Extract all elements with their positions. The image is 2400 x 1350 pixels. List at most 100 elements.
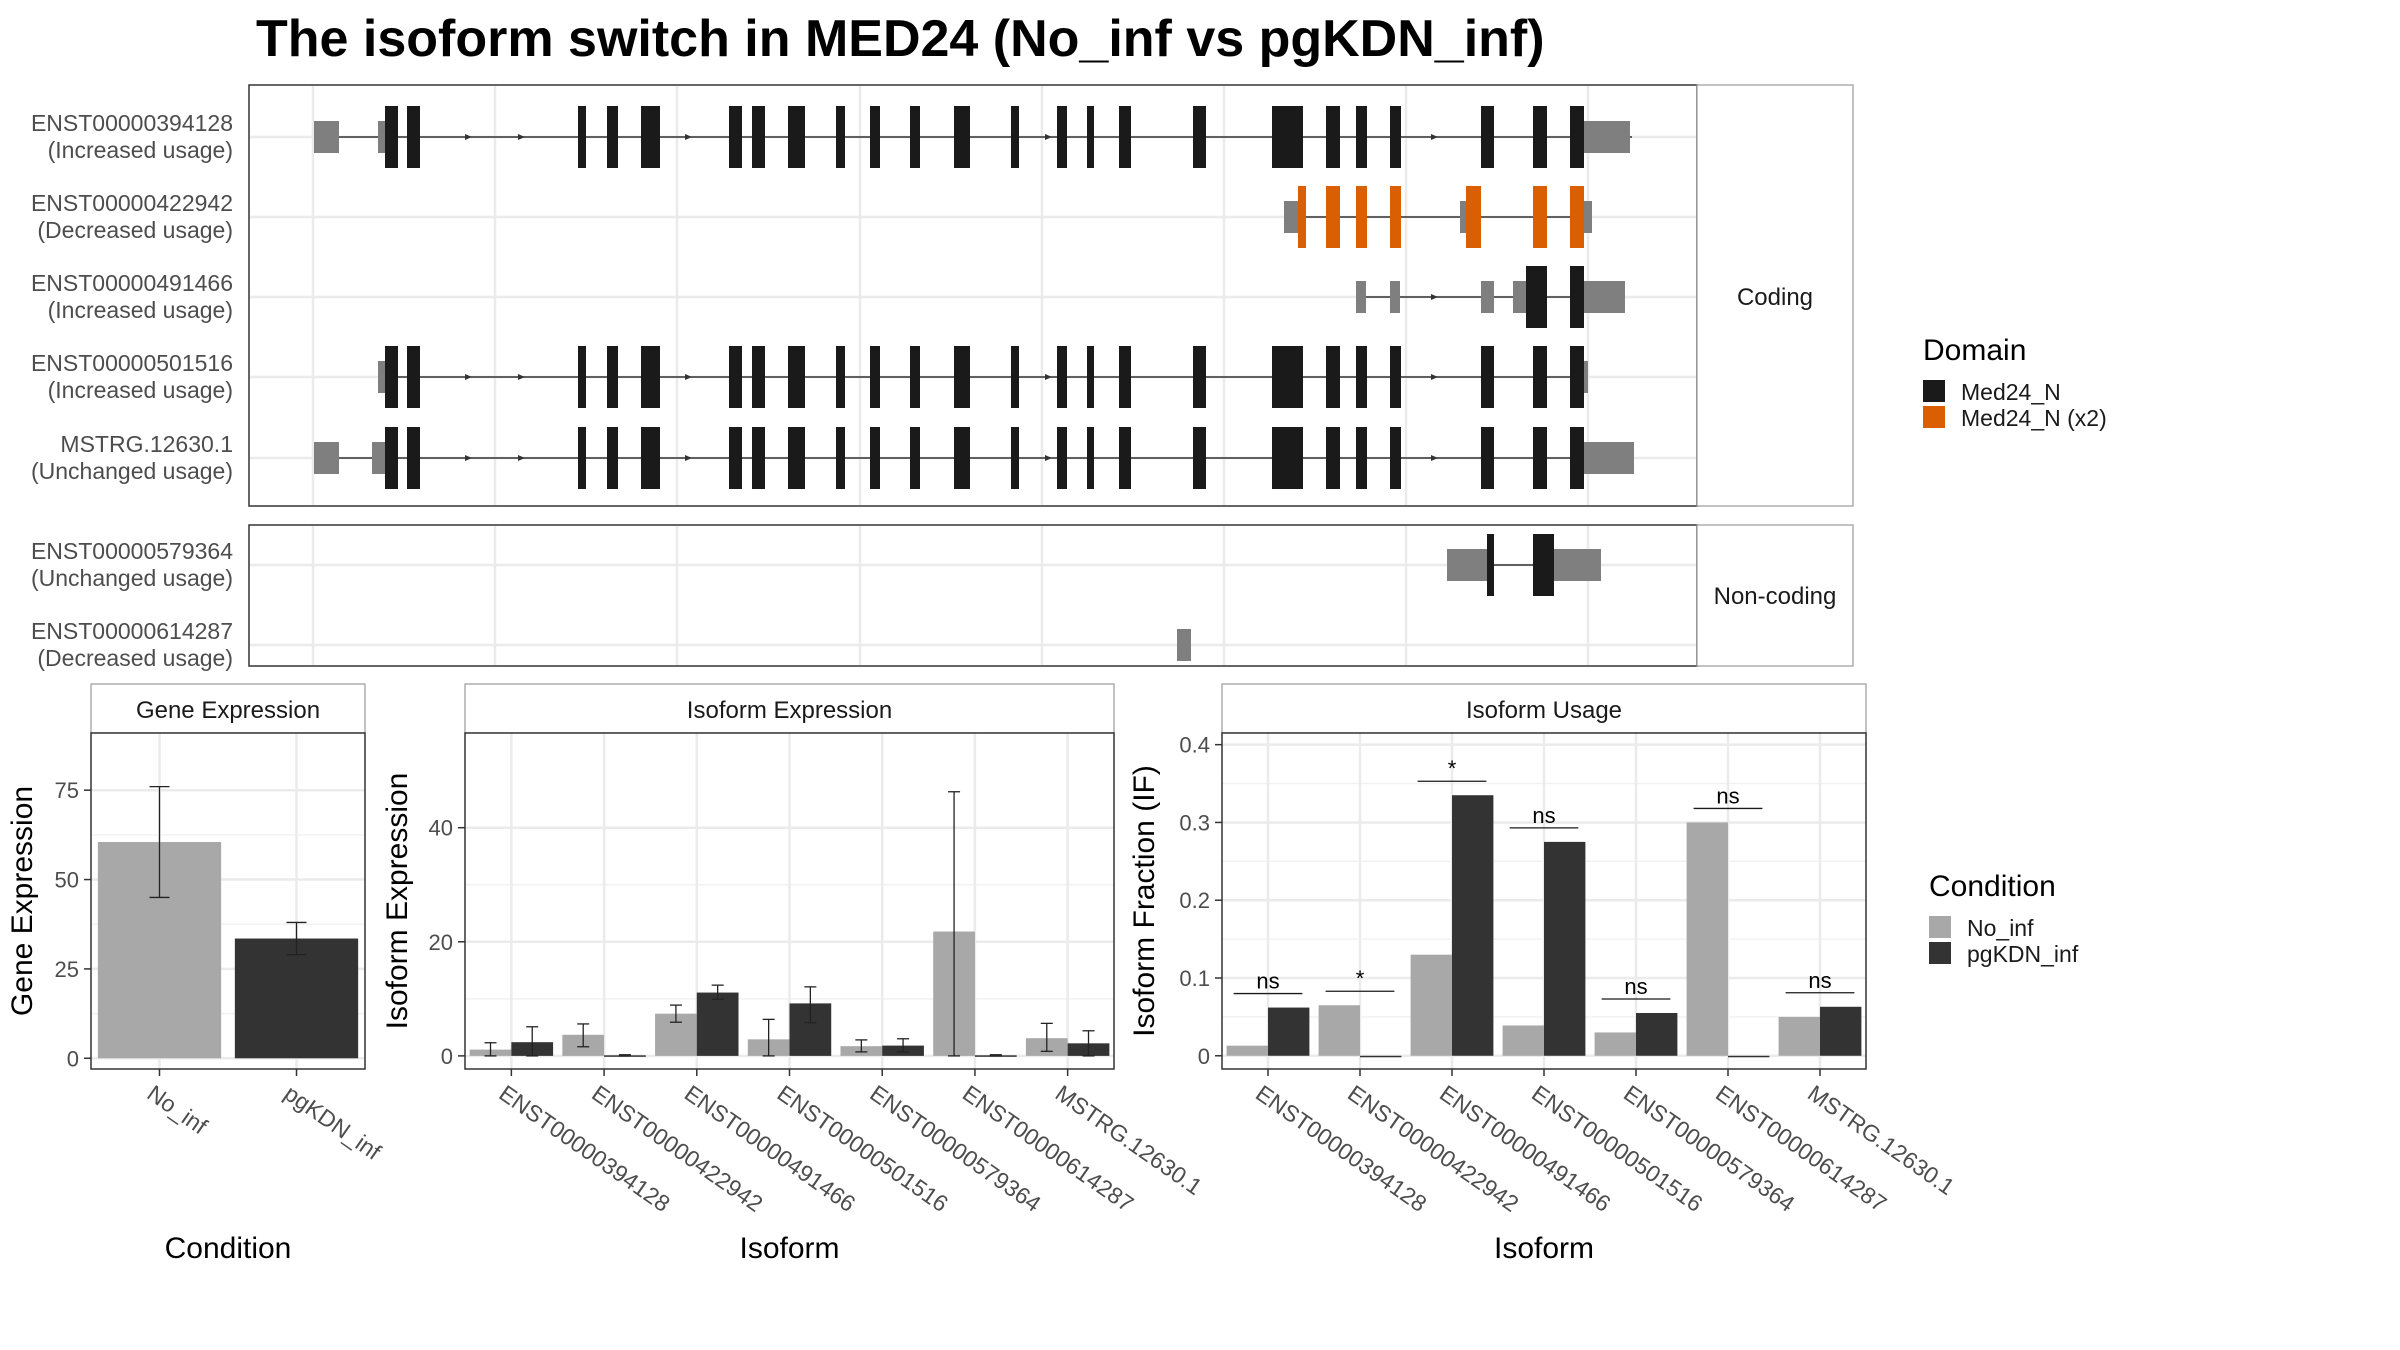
- exon-block: [1011, 106, 1019, 168]
- exon-block: [1570, 427, 1584, 489]
- isoform-status-label: (Unchanged usage): [31, 458, 233, 484]
- utr-block: [372, 442, 385, 474]
- transcript-track: [1284, 186, 1592, 248]
- domain-legend-title: Domain: [1923, 334, 2026, 367]
- utr-block: [1447, 549, 1487, 581]
- isoform-id-label: ENST00000614287: [31, 618, 233, 644]
- x-axis-title: Isoform: [739, 1232, 839, 1265]
- y-tick-label: 0.2: [1179, 888, 1210, 913]
- exon-block: [1326, 346, 1340, 408]
- isoform-status-label: (Increased usage): [48, 297, 233, 323]
- exon-block: [641, 427, 660, 489]
- exon-block: [752, 427, 765, 489]
- isoform-id-label: MSTRG.12630.1: [60, 431, 233, 457]
- exon-block: [1570, 106, 1584, 168]
- x-tick-label: ENST00000491466: [680, 1080, 860, 1217]
- panel-title: Gene Expression: [136, 697, 320, 724]
- exon-block: [1356, 186, 1367, 248]
- exon-block: [1481, 346, 1494, 408]
- condition-legend: Condition No_inf pgKDN_inf: [1929, 870, 2079, 967]
- bar: [1820, 1006, 1862, 1056]
- exon-block: [954, 427, 970, 489]
- utr-block: [1481, 281, 1494, 313]
- exon-block: [870, 106, 880, 168]
- strand-arrow: [518, 374, 525, 380]
- strand-arrow: [1045, 134, 1052, 140]
- exon-block: [1390, 427, 1401, 489]
- strand-arrow: [465, 455, 472, 461]
- x-tick-label: ENST00000394128: [1251, 1080, 1431, 1217]
- exon-block: [1533, 186, 1547, 248]
- bar: [696, 992, 739, 1056]
- bar: [1318, 1005, 1360, 1056]
- y-axis-title: Gene Expression: [6, 786, 39, 1016]
- exon-block: [1057, 346, 1067, 408]
- y-axis-title: Isoform Fraction (IF): [1128, 765, 1161, 1037]
- panel-strip: [464, 683, 1115, 734]
- bar: [1226, 1045, 1268, 1056]
- exon-block: [1326, 427, 1340, 489]
- bar: [1410, 954, 1452, 1056]
- legend-key-pgkdn-inf: [1929, 942, 1951, 964]
- significance-label: ns: [1532, 803, 1555, 828]
- exon-block: [1326, 106, 1340, 168]
- bar: [1502, 1025, 1544, 1056]
- exon-block: [1057, 427, 1067, 489]
- x-tick-label: ENST00000422942: [587, 1080, 767, 1217]
- exon-block: [870, 346, 880, 408]
- bar: [1686, 822, 1728, 1056]
- bar: [1636, 1013, 1678, 1056]
- exon-block: [1356, 106, 1367, 168]
- x-tick-label: ENST00000614287: [958, 1080, 1138, 1217]
- exon-block: [1533, 534, 1554, 596]
- transcript-track: [1356, 266, 1625, 328]
- exon-block: [407, 106, 420, 168]
- exon-block: [836, 106, 845, 168]
- bar: [234, 938, 359, 1059]
- transcript-track: [1177, 629, 1191, 661]
- exon-block: [385, 346, 398, 408]
- utr-block: [314, 121, 339, 153]
- exon-block: [729, 106, 742, 168]
- exon-block: [1526, 266, 1547, 328]
- exon-block: [1119, 346, 1131, 408]
- significance-label: ns: [1256, 969, 1279, 994]
- x-tick-label: ENST00000394128: [494, 1080, 674, 1217]
- exon-block: [578, 106, 586, 168]
- bar: [1268, 1007, 1310, 1056]
- exon-block: [1119, 106, 1131, 168]
- exon-block: [1487, 534, 1494, 596]
- exon-block: [752, 346, 765, 408]
- x-tick-label: MSTRG.12630.1: [1803, 1080, 1959, 1200]
- y-axis-title: Isoform Expression: [381, 773, 414, 1030]
- utr-block: [1284, 201, 1298, 233]
- transcript-track: [1447, 534, 1601, 596]
- isoform-id-label: ENST00000501516: [31, 350, 233, 376]
- exon-block: [1193, 427, 1206, 489]
- panel-title: Isoform Expression: [687, 697, 892, 724]
- isoform-status-label: (Increased usage): [48, 377, 233, 403]
- exon-block: [1087, 427, 1094, 489]
- exon-block: [836, 346, 845, 408]
- coding-panel: [248, 84, 1698, 507]
- exon-block: [641, 106, 660, 168]
- noncoding-strip-label: Non-coding: [1714, 583, 1837, 610]
- strand-arrow: [1045, 455, 1052, 461]
- utr-block: [1584, 361, 1588, 393]
- y-tick-label: 75: [55, 778, 79, 803]
- exon-block: [641, 346, 660, 408]
- exon-block: [1533, 106, 1547, 168]
- legend-key-no-inf: [1929, 916, 1951, 938]
- bar: [1594, 1032, 1636, 1056]
- bar: [1544, 841, 1586, 1056]
- strand-arrow: [465, 134, 472, 140]
- exon-block: [1193, 346, 1206, 408]
- isoform-id-label: ENST00000579364: [31, 538, 233, 564]
- isoform-expression-chart: Isoform Expression02040ENST00000394128EN…: [381, 683, 1207, 1265]
- exon-block: [954, 106, 970, 168]
- legend-key-med24-n: [1923, 380, 1945, 402]
- coding-strip-label: Coding: [1737, 284, 1813, 311]
- utr-block: [1554, 549, 1601, 581]
- exon-block: [910, 106, 920, 168]
- exon-block: [1087, 106, 1094, 168]
